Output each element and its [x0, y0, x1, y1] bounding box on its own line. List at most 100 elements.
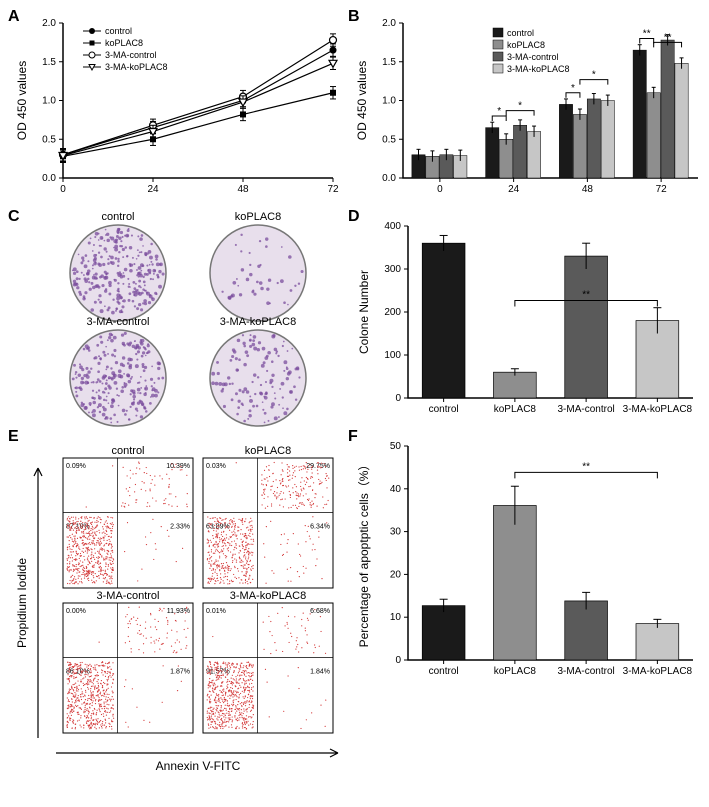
- chart-e: Propidium Iodide Annexin V-FITC control 0.0…: [8, 428, 348, 788]
- svg-text:control: control: [105, 26, 132, 36]
- svg-text:3-MA-control: 3-MA-control: [105, 50, 157, 60]
- svg-text:24: 24: [147, 184, 159, 195]
- panel-b-label: B: [348, 8, 360, 26]
- svg-text:20: 20: [390, 569, 402, 580]
- chart-b: 0.00.51.01.52.0OD 450 values0244872*****…: [348, 8, 708, 208]
- svg-text:1.87%: 1.87%: [170, 668, 190, 675]
- svg-text:Percentage of apoptptic cells（: Percentage of apoptptic cells（%）: [357, 459, 371, 648]
- row-ab: A 0.0 0.5 1.0 1.5 2.0 0 24 48 72 OD 450 values con…: [8, 8, 701, 208]
- panel-e: E Propidium Iodide Annexin V-FITC control 0…: [8, 428, 348, 788]
- svg-text:24: 24: [508, 184, 520, 195]
- svg-text:3-MA-control: 3-MA-control: [87, 316, 150, 328]
- svg-text:48: 48: [582, 184, 594, 195]
- svg-text:3-MA-control: 3-MA-control: [507, 52, 559, 62]
- svg-text:0.09%: 0.09%: [66, 463, 86, 470]
- svg-text:**: **: [582, 289, 590, 300]
- svg-text:72: 72: [656, 184, 668, 195]
- svg-text:koPLAC8: koPLAC8: [494, 666, 537, 677]
- svg-text:**: **: [582, 461, 590, 472]
- svg-text:**: **: [643, 29, 651, 40]
- svg-text:koPLAC8: koPLAC8: [235, 211, 281, 223]
- svg-text:0.0: 0.0: [42, 173, 56, 184]
- svg-text:50: 50: [390, 441, 402, 452]
- svg-text:6.68%: 6.68%: [310, 608, 330, 615]
- svg-text:0.0: 0.0: [382, 173, 396, 184]
- svg-text:30: 30: [390, 527, 402, 538]
- svg-text:3-MA-koPLAC8: 3-MA-koPLAC8: [220, 316, 296, 328]
- chart-d: 0 100 200 300 400 Colone Number control koPLAC8…: [348, 208, 708, 428]
- chart-a: 0.0 0.5 1.0 1.5 2.0 0 24 48 72 OD 450 values contr…: [8, 8, 348, 208]
- svg-text:10: 10: [390, 612, 402, 623]
- svg-text:Colone Number: Colone Number: [357, 270, 371, 354]
- svg-text:Propidium Iodide: Propidium Iodide: [15, 558, 29, 648]
- svg-text:3-MA-control: 3-MA-control: [97, 590, 160, 602]
- panel-d: D 0 100 200 300 400 Colone Number control koPLA…: [348, 208, 708, 428]
- svg-text:40: 40: [390, 484, 402, 495]
- panel-f: F 0 10 20 30 40 50 Percentage of apoptptic cel…: [348, 428, 708, 788]
- svg-text:1.84%: 1.84%: [310, 668, 330, 675]
- svg-text:OD 450 values: OD 450 values: [15, 61, 29, 140]
- svg-text:11.93%: 11.93%: [167, 608, 190, 615]
- svg-text:0.00%: 0.00%: [66, 608, 86, 615]
- svg-text:0.5: 0.5: [382, 134, 396, 145]
- svg-text:3-MA-koPLAC8: 3-MA-koPLAC8: [623, 404, 693, 415]
- svg-text:0: 0: [60, 184, 66, 195]
- svg-text:OD 450 values: OD 450 values: [355, 61, 369, 140]
- svg-text:0.5: 0.5: [42, 134, 56, 145]
- svg-text:0: 0: [395, 655, 401, 666]
- svg-text:6.34%: 6.34%: [310, 523, 330, 530]
- figure: A 0.0 0.5 1.0 1.5 2.0 0 24 48 72 OD 450 values con…: [0, 0, 709, 796]
- svg-text:2.0: 2.0: [382, 18, 396, 29]
- svg-text:48: 48: [237, 184, 249, 195]
- panel-b: B 0.00.51.01.52.0OD 450 values0244872***…: [348, 8, 708, 208]
- svg-text:3-MA-koPLAC8: 3-MA-koPLAC8: [623, 666, 693, 677]
- svg-text:2.33%: 2.33%: [170, 523, 190, 530]
- svg-text:3-MA-control: 3-MA-control: [558, 404, 615, 415]
- svg-text:*: *: [497, 106, 501, 117]
- panel-c: C control koPLAC8 3-MA-control 3-MA-koPLAC8: [8, 208, 348, 428]
- svg-text:0.03%: 0.03%: [206, 463, 226, 470]
- svg-text:1.5: 1.5: [42, 57, 56, 68]
- svg-text:koPLAC8: koPLAC8: [507, 40, 545, 50]
- svg-text:3-MA-control: 3-MA-control: [558, 666, 615, 677]
- row-cd: C control koPLAC8 3-MA-control 3-MA-koPLAC8…: [8, 208, 701, 428]
- panel-a-label: A: [8, 8, 20, 26]
- panel-a: A 0.0 0.5 1.0 1.5 2.0 0 24 48 72 OD 450 values con…: [8, 8, 348, 208]
- svg-text:koPLAC8: koPLAC8: [245, 445, 291, 457]
- svg-text:1.5: 1.5: [382, 57, 396, 68]
- svg-text:3-MA-koPLAC8: 3-MA-koPLAC8: [105, 62, 168, 72]
- svg-text:control: control: [111, 445, 144, 457]
- svg-text:*: *: [571, 83, 575, 94]
- svg-text:control: control: [429, 666, 459, 677]
- svg-text:3-MA-koPLAC8: 3-MA-koPLAC8: [230, 590, 306, 602]
- svg-text:control: control: [429, 404, 459, 415]
- svg-text:control: control: [101, 211, 134, 223]
- svg-text:72: 72: [327, 184, 339, 195]
- svg-text:200: 200: [384, 307, 401, 318]
- svg-text:control: control: [507, 28, 534, 38]
- panel-d-label: D: [348, 208, 360, 226]
- svg-text:0: 0: [437, 184, 443, 195]
- svg-text:100: 100: [384, 350, 401, 361]
- panel-e-label: E: [8, 428, 19, 446]
- svg-text:0: 0: [395, 393, 401, 404]
- svg-text:10.39%: 10.39%: [166, 463, 190, 470]
- svg-text:1.0: 1.0: [382, 96, 396, 107]
- chart-f: 0 10 20 30 40 50 Percentage of apoptptic cells…: [348, 428, 708, 708]
- svg-text:*: *: [592, 70, 596, 81]
- svg-text:400: 400: [384, 221, 401, 232]
- svg-text:0.01%: 0.01%: [206, 608, 226, 615]
- svg-text:Annexin V-FITC: Annexin V-FITC: [156, 759, 241, 773]
- svg-text:koPLAC8: koPLAC8: [494, 404, 537, 415]
- svg-text:300: 300: [384, 264, 401, 275]
- svg-text:koPLAC8: koPLAC8: [105, 38, 143, 48]
- svg-text:3-MA-koPLAC8: 3-MA-koPLAC8: [507, 64, 570, 74]
- svg-text:*: *: [518, 101, 522, 112]
- svg-text:**: **: [664, 32, 672, 43]
- svg-text:2.0: 2.0: [42, 18, 56, 29]
- row-ef: E Propidium Iodide Annexin V-FITC control 0…: [8, 428, 701, 788]
- panel-f-label: F: [348, 428, 358, 446]
- chart-c: control koPLAC8 3-MA-control 3-MA-koPLAC8: [8, 208, 348, 428]
- svg-text:1.0: 1.0: [42, 96, 56, 107]
- panel-c-label: C: [8, 208, 20, 226]
